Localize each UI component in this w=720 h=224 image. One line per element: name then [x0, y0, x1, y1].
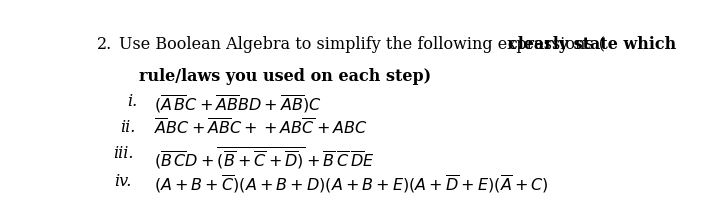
Text: clearly state which: clearly state which	[508, 36, 676, 53]
Text: Use Boolean Algebra to simplify the following expressions (: Use Boolean Algebra to simplify the foll…	[119, 36, 605, 53]
Text: $\overline{A}BC + \overline{A}\overline{B}C + +AB\overline{C} + ABC$: $\overline{A}BC + \overline{A}\overline{…	[154, 119, 368, 139]
Text: ii.: ii.	[120, 119, 136, 136]
Text: 2.: 2.	[96, 36, 112, 53]
Text: $(\overline{B}\,\overline{C}D + \overline{(\overline{B}+\overline{C}+\overline{D: $(\overline{B}\,\overline{C}D + \overlin…	[154, 145, 374, 171]
Text: $(A+B+\overline{C})(A+B+D)(A+B+E)(A+\overline{D}+E)(\overline{A}+C)$: $(A+B+\overline{C})(A+B+D)(A+B+E)(A+\ove…	[154, 173, 549, 195]
Text: iv.: iv.	[114, 173, 132, 190]
Text: iii.: iii.	[113, 145, 133, 162]
Text: rule/laws you used on each step): rule/laws you used on each step)	[138, 68, 431, 85]
Text: $(\overline{A}\,\overline{B}C + \overline{A}\overline{B}BD + \overline{A}\overli: $(\overline{A}\,\overline{B}C + \overlin…	[154, 93, 322, 115]
Text: i.: i.	[127, 93, 138, 110]
